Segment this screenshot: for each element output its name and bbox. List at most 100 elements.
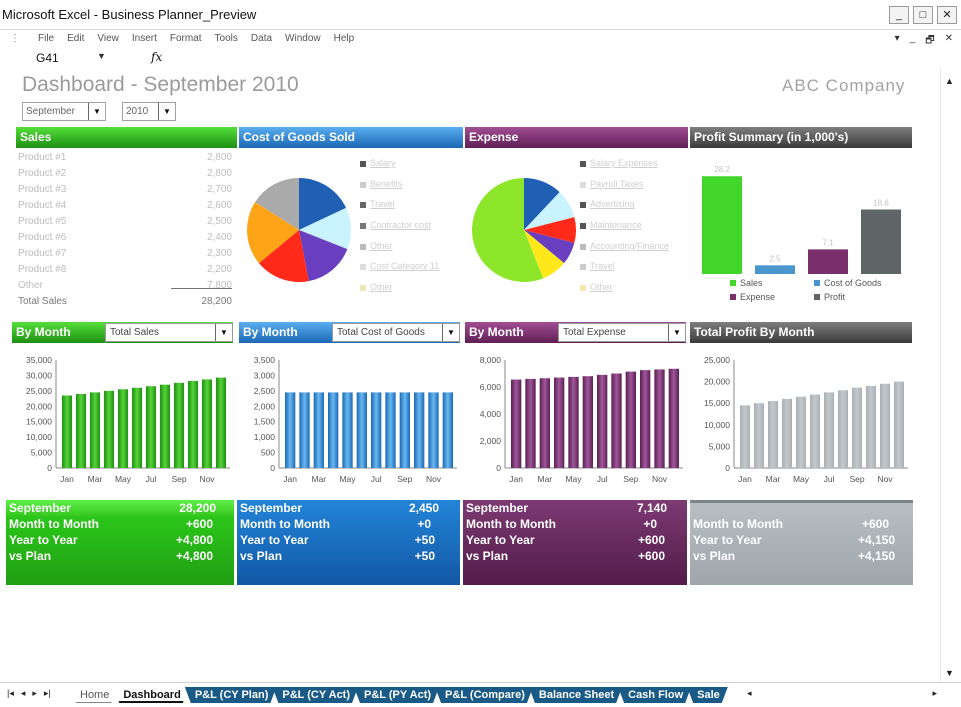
expense-pie-slice — [472, 178, 544, 282]
x-tick-label: Mar — [766, 474, 781, 484]
cogs-legend-label[interactable]: Travel — [370, 199, 395, 210]
legend-swatch — [360, 264, 366, 271]
name-box[interactable]: G41 — [36, 51, 59, 65]
fx-icon[interactable]: fx — [151, 50, 163, 64]
menu-edit[interactable]: Edit — [67, 33, 85, 44]
menu-format[interactable]: Format — [169, 33, 202, 44]
cogs-by-month-chart: 0 500 1,000 1,500 2,000 2,500 3,000 3,500 Jan Mar… — [254, 355, 457, 484]
cogs-metric-select[interactable]: Total Cost of Goods ▼ — [332, 323, 460, 342]
table-row: Product #2 2,800 — [18, 168, 232, 179]
month-bar — [356, 392, 367, 468]
tab-pl-cy-act[interactable]: P&L (CY Act) — [272, 687, 358, 703]
tab-cash-flow[interactable]: Cash Flow — [618, 687, 691, 703]
window-title: Microsoft Excel - Business Planner_Previ… — [2, 7, 257, 22]
expense-legend-label[interactable]: Advertising — [590, 199, 635, 210]
month-bar — [625, 371, 636, 468]
chevron-down-icon[interactable]: ▼ — [668, 324, 685, 341]
cogs-legend-label[interactable]: Contractor cost — [370, 220, 432, 231]
expense-legend-label[interactable]: Maintenance — [590, 220, 642, 231]
tab-pl-py-act[interactable]: P&L (PY Act) — [354, 687, 439, 703]
scroll-up-icon[interactable]: ▲ — [945, 76, 954, 86]
y-tick-label: 35,000 — [26, 355, 52, 365]
summary-row: vs Plan +600 — [466, 549, 665, 563]
maximize-button[interactable]: □ — [913, 6, 933, 24]
minimize-button[interactable]: _ — [889, 6, 909, 24]
expense-legend-label[interactable]: Payroll Taxes — [590, 178, 644, 189]
legend-swatch — [730, 280, 736, 286]
expense-legend-label[interactable]: Accounting/Finance — [590, 240, 670, 251]
name-box-dropdown-icon[interactable]: ▼ — [97, 51, 106, 61]
y-tick-label: 0 — [496, 463, 501, 473]
chevron-down-icon[interactable]: ▼ — [442, 324, 459, 341]
legend-swatch — [580, 161, 586, 167]
expense-metric-select[interactable]: Total Expense ▼ — [558, 323, 686, 342]
next-sheet-icon[interactable]: ▸ — [32, 688, 37, 698]
summary-month-row: September 28,200 — [6, 500, 234, 516]
chevron-down-icon[interactable]: ▼ — [215, 324, 232, 341]
tab-balance-sheet[interactable]: Balance Sheet — [529, 687, 622, 703]
expense-legend: Salary Expenses Payroll Taxes Advertising M… — [580, 158, 695, 303]
workbook-close-icon[interactable]: ✕ — [944, 33, 953, 44]
cogs-by-month-header: By Month Total Cost of Goods ▼ — [239, 322, 460, 343]
sales-metric-select[interactable]: Total Sales ▼ — [105, 323, 233, 342]
x-tick-label: Nov — [199, 474, 215, 484]
tab-dashboard[interactable]: Dashboard — [113, 687, 188, 703]
horizontal-scrollbar[interactable]: ◂ ▸ — [747, 688, 937, 702]
first-sheet-icon[interactable]: |◂ — [7, 688, 14, 698]
worksheet: Dashboard - September 2010 ABC Company S… — [0, 68, 940, 682]
month-bar — [371, 392, 382, 468]
scroll-right-icon[interactable]: ▸ — [932, 688, 937, 698]
menu-window[interactable]: Window — [285, 33, 321, 44]
scroll-down-icon[interactable]: ▼ — [945, 668, 954, 678]
month-bar — [299, 392, 310, 468]
cogs-legend-label[interactable]: Salary — [370, 158, 396, 168]
profit-summary-chart: 28.2 2.5 7.1 18.6 — [702, 165, 901, 274]
profit-bar — [861, 209, 901, 274]
summary-month-row: September 2,450 — [240, 501, 439, 515]
month-bar — [668, 368, 679, 468]
y-tick-label: 20,000 — [704, 377, 730, 387]
cogs-legend-label[interactable]: Cost Category 11 — [370, 261, 440, 272]
month-bar — [61, 395, 73, 468]
month-bar — [640, 370, 651, 468]
cogs-legend-item: Contractor cost — [360, 220, 475, 241]
prev-sheet-icon[interactable]: ◂ — [20, 688, 26, 698]
vertical-scrollbar[interactable]: ▲ ▼ — [940, 68, 961, 682]
cogs-legend-label[interactable]: Other — [370, 240, 393, 251]
expense-legend-label[interactable]: Travel — [590, 261, 615, 272]
last-sheet-icon[interactable]: ▸| — [43, 688, 51, 698]
menu-data[interactable]: Data — [250, 33, 273, 44]
legend-swatch — [580, 202, 586, 209]
month-bar — [597, 374, 608, 468]
tab-home[interactable]: Home — [70, 687, 117, 703]
chevron-down-icon[interactable]: ▼ — [158, 103, 175, 120]
cogs-legend-label[interactable]: Benefits — [370, 178, 403, 189]
workbook-menu-icon[interactable]: ▾ — [894, 33, 900, 44]
month-bar — [767, 401, 779, 468]
expense-legend-label[interactable]: Salary Expenses — [590, 158, 658, 168]
cogs-legend-label[interactable]: Other — [370, 282, 393, 293]
legend-swatch — [360, 202, 366, 209]
tab-pl-compare[interactable]: P&L (Compare) — [435, 687, 533, 703]
tab-pl-cy-plan[interactable]: P&L (CY Plan) — [185, 687, 277, 703]
chevron-down-icon[interactable]: ▼ — [88, 103, 105, 120]
workbook-minimize-icon[interactable]: _ — [909, 33, 916, 44]
menu-insert[interactable]: Insert — [131, 33, 157, 44]
expense-pie-slice — [524, 230, 575, 264]
expense-pie-slice — [524, 178, 560, 230]
x-tick-label: Sep — [397, 474, 412, 484]
sales-by-month-header: By Month Total Sales ▼ — [12, 322, 233, 343]
menu-view[interactable]: View — [97, 33, 119, 44]
menu-tools[interactable]: Tools — [214, 33, 238, 44]
menu-help[interactable]: Help — [333, 33, 355, 44]
workbook-restore-icon[interactable]: 🗗 — [925, 35, 935, 46]
year-dropdown[interactable]: 2010 ▼ — [122, 102, 176, 121]
scroll-left-icon[interactable]: ◂ — [747, 688, 752, 698]
menu-file[interactable]: File — [38, 33, 55, 44]
x-tick-label: May — [565, 474, 582, 484]
tab-sale[interactable]: Sale — [687, 687, 728, 703]
toolbar-grip-icon[interactable]: ⋮ — [10, 33, 20, 44]
close-button[interactable]: ✕ — [937, 6, 957, 24]
expense-legend-label[interactable]: Other — [590, 282, 613, 293]
month-dropdown[interactable]: September ▼ — [22, 102, 106, 121]
